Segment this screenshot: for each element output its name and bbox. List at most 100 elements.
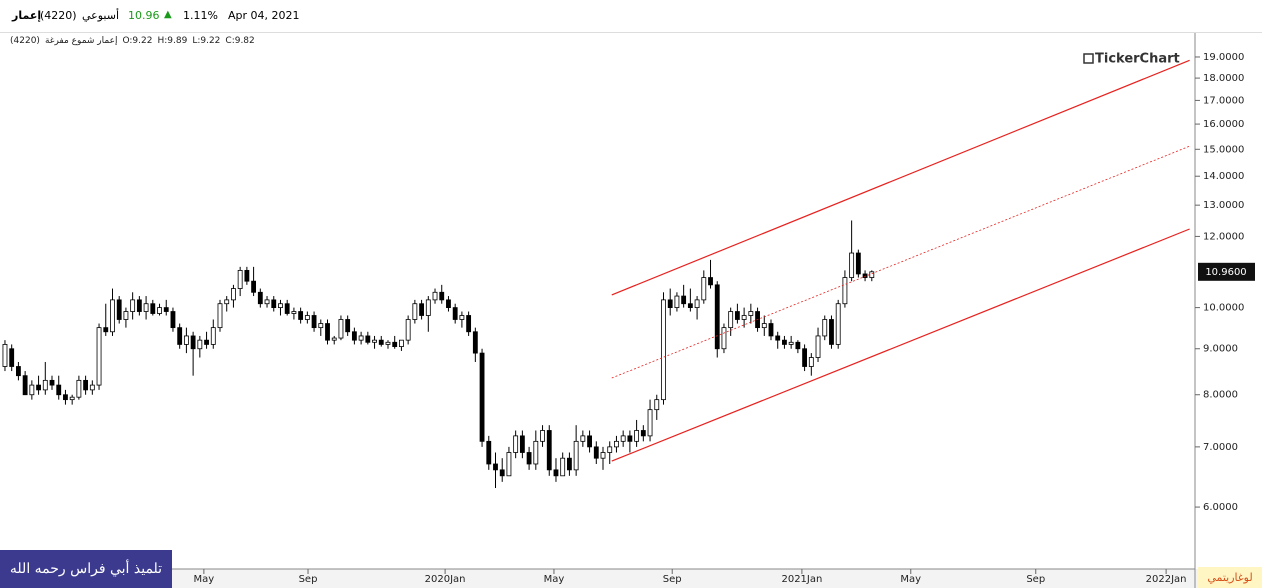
date: Apr 04, 2021 (228, 9, 300, 22)
candle-body (217, 303, 223, 329)
candle-body (842, 277, 848, 305)
candle-body (338, 319, 344, 339)
candle-body (835, 303, 841, 345)
candle-body (862, 273, 868, 278)
sub-code: (4220) (10, 36, 40, 46)
trendline (611, 145, 1190, 379)
candle-body (29, 384, 35, 396)
candle-body (600, 452, 606, 459)
candle-body (634, 430, 640, 442)
candle-body (869, 271, 875, 278)
last-price-marker (1198, 262, 1255, 281)
trendline (611, 59, 1190, 296)
candle-body (143, 303, 149, 312)
candle-body (116, 299, 122, 320)
candle-body (190, 335, 196, 350)
candle-body (513, 435, 519, 453)
candle-body (815, 335, 821, 358)
sub-low: L:9.22 (192, 36, 221, 46)
y-tick-label: 19.0000 (1203, 52, 1244, 63)
candle-body (560, 457, 566, 477)
candle-body (714, 284, 720, 350)
y-tick-label: 15.0000 (1203, 144, 1244, 155)
x-tick-label: 2020Jan (425, 574, 466, 585)
scale-mode[interactable]: لوغاريتمي (1198, 567, 1262, 588)
x-axis-band (0, 569, 1262, 588)
candle-body (654, 399, 660, 411)
candle-body (446, 299, 451, 309)
candle-body (506, 452, 512, 477)
candle-body (587, 435, 592, 448)
sub-title: إعمار شموع مفرغة (44, 36, 118, 46)
candle-body (304, 315, 310, 320)
logo: TickerChart (1083, 52, 1180, 67)
candle-body (741, 315, 747, 320)
candle-body (734, 311, 740, 320)
candle-body (311, 315, 317, 329)
candle-body (204, 339, 209, 345)
y-tick-label: 6.0000 (1203, 502, 1238, 513)
candle-body (96, 327, 102, 386)
candle-body (829, 319, 834, 345)
candle-body (210, 327, 216, 345)
candle-body (661, 299, 666, 401)
author-note: تلميذ أبي فراس رحمه الله (0, 550, 172, 588)
candle-body (499, 469, 505, 477)
ohlc-line: إعمار شموع مفرغة (4220) O:9.22 H:9.89 L:9.22… (10, 36, 260, 46)
candle-body (150, 303, 156, 314)
candle-body (351, 331, 357, 341)
x-tick-label: May (544, 574, 565, 585)
candle-body (36, 384, 41, 391)
candle-body (264, 299, 270, 305)
stock-name: إعمار (12, 9, 42, 22)
candle-body (244, 269, 250, 282)
candle-body (110, 299, 115, 333)
candle-body (2, 344, 8, 367)
candle-body (674, 295, 680, 309)
candle-body (728, 311, 734, 329)
sub-high: H:9.89 (157, 36, 188, 46)
candle-body (136, 299, 142, 312)
candle-body (103, 327, 109, 333)
x-tick-label: Sep (299, 574, 318, 585)
x-tick-label: 2022Jan (1146, 574, 1187, 585)
sub-close: C:9.82 (225, 36, 255, 46)
candle-body (378, 339, 384, 345)
candle-body (472, 331, 478, 354)
candle-body (647, 409, 653, 437)
candle-body (546, 430, 552, 471)
candle-body (802, 348, 808, 367)
candle-body (425, 299, 431, 316)
candle-body (318, 323, 324, 329)
candle-body (372, 339, 377, 343)
candle-body (486, 440, 492, 465)
y-tick-label: 9.0000 (1203, 344, 1238, 355)
candle-body (849, 252, 855, 278)
candle-body (708, 277, 713, 286)
candle-body (553, 469, 559, 477)
candle-body (123, 311, 129, 320)
candle-body (325, 323, 330, 341)
candle-body (788, 341, 794, 345)
candle-body (493, 463, 498, 471)
candle-body (237, 269, 243, 289)
y-tick-label: 16.0000 (1203, 119, 1244, 130)
candle-body (291, 311, 297, 314)
stock-code: (4220) (40, 9, 77, 22)
candle-body (452, 307, 458, 320)
period: أسبوعي (82, 9, 120, 22)
candle-body (163, 307, 169, 312)
candle-body (768, 323, 774, 337)
candle-body (607, 446, 613, 453)
y-tick-label: 7.0000 (1203, 442, 1238, 453)
logo-icon (1083, 53, 1094, 64)
candle-body (392, 341, 398, 347)
candle-body (15, 366, 21, 377)
candle-body (566, 457, 572, 471)
candle-body (519, 435, 525, 453)
candle-body (197, 339, 203, 350)
candle-body (22, 375, 28, 396)
candle-body (76, 379, 82, 398)
candle-body (808, 357, 814, 367)
